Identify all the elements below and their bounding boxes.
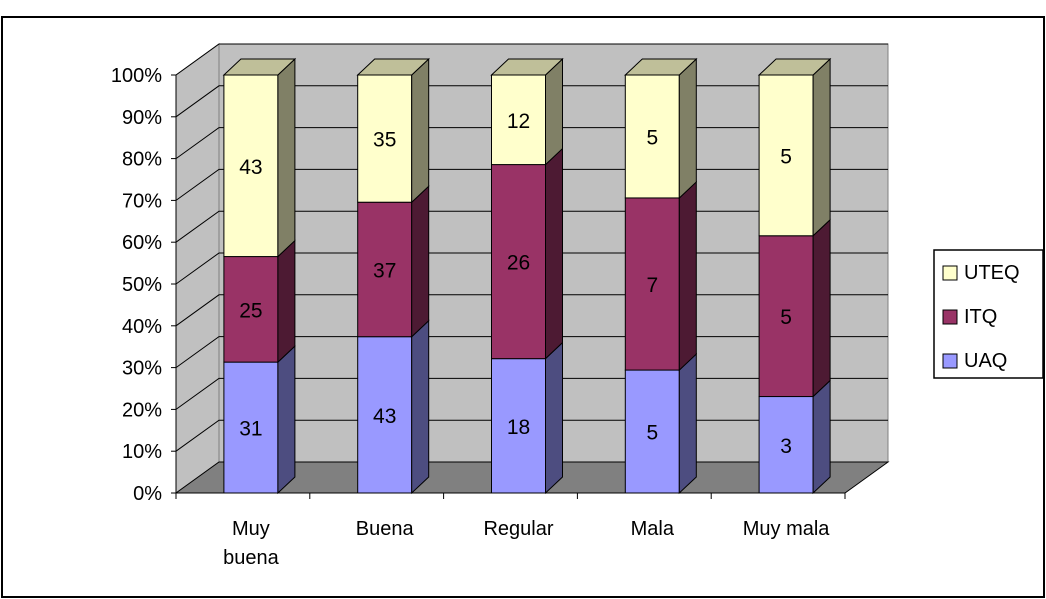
y-tick-label: 20% xyxy=(122,399,162,421)
y-tick-label: 40% xyxy=(122,316,162,338)
bar-side-itq xyxy=(812,218,831,398)
x-category-label: Mala xyxy=(631,518,675,540)
bar-uaq xyxy=(357,336,413,494)
bar-side-uteq xyxy=(277,57,296,258)
bar-top-uteq xyxy=(490,58,564,76)
bar-itq xyxy=(624,197,680,371)
legend-swatch-uteq xyxy=(942,265,958,281)
x-category-label: Regular xyxy=(483,518,553,540)
bar-uaq xyxy=(624,369,680,494)
bar-side-itq xyxy=(277,239,296,364)
bar-uteq xyxy=(357,74,413,203)
bar-side-uaq xyxy=(411,319,430,495)
bar-uaq xyxy=(758,396,814,494)
bar-top-uteq xyxy=(624,58,698,76)
data-label: 25 xyxy=(239,299,262,322)
y-tick-label: 70% xyxy=(122,190,162,212)
y-tick-label: 50% xyxy=(122,274,162,296)
y-tick-label: 90% xyxy=(122,107,162,129)
data-label: 37 xyxy=(373,259,396,282)
legend: UTEQ ITQ UAQ xyxy=(933,249,1044,379)
y-tick-label: 100% xyxy=(111,65,162,87)
bar-top-uteq xyxy=(222,58,297,76)
legend-label-itq: ITQ xyxy=(964,306,997,328)
bar-side-uaq xyxy=(678,352,697,495)
bar-side-itq xyxy=(545,147,563,360)
data-label: 5 xyxy=(780,145,792,168)
bar-side-uteq xyxy=(411,57,430,204)
bar-side-itq xyxy=(678,180,697,372)
y-tick-labels: 0% 10% 20% 30% 40% 50% 60% 70% 80% 90% 100% xyxy=(111,65,162,505)
y-tick-label: 30% xyxy=(122,358,162,380)
bar-side-uaq xyxy=(545,341,563,495)
data-label: 5 xyxy=(780,306,792,329)
y-tick-label: 10% xyxy=(122,441,162,463)
data-label: 5 xyxy=(646,422,658,445)
bar-top-uteq xyxy=(757,58,832,76)
x-category-label: Buena xyxy=(356,518,415,540)
bar-uaq xyxy=(491,358,546,494)
data-label: 18 xyxy=(507,416,530,439)
bar-side-uteq xyxy=(545,57,563,166)
bar-side-uteq xyxy=(812,57,831,237)
bar-uteq xyxy=(758,74,814,237)
data-label: 31 xyxy=(239,418,262,441)
data-label: 43 xyxy=(239,156,262,179)
bar-uteq xyxy=(491,74,546,166)
legend-swatch-itq xyxy=(942,309,958,325)
legend-label-uaq: UAQ xyxy=(964,350,1007,372)
bar-top-uteq xyxy=(356,58,430,76)
data-label: 7 xyxy=(646,274,658,297)
bar-itq xyxy=(223,256,279,363)
data-label: 35 xyxy=(373,129,396,152)
x-category-labels: Muy buena Buena Regular Mala Muy mala xyxy=(223,518,830,569)
bar-uteq xyxy=(624,74,680,199)
bar-side-uteq xyxy=(678,57,697,200)
bar-side-uaq xyxy=(277,344,296,495)
bar-side-uaq xyxy=(812,379,831,495)
bar-itq xyxy=(758,235,814,398)
data-label: 26 xyxy=(507,252,530,275)
legend-swatch-uaq xyxy=(942,353,958,369)
bar-uteq xyxy=(223,74,279,258)
x-category-label: Muy buena xyxy=(223,518,279,569)
legend-label-uteq: UTEQ xyxy=(964,262,1020,284)
data-label: 43 xyxy=(373,405,396,428)
x-category-label: Muy mala xyxy=(743,518,831,540)
gridline xyxy=(175,43,888,76)
data-label: 12 xyxy=(507,110,530,133)
data-label: 3 xyxy=(780,435,792,458)
data-label: 5 xyxy=(646,126,658,149)
y-tick-label: 80% xyxy=(122,149,162,171)
y-tick-label: 0% xyxy=(133,483,162,505)
bar-itq xyxy=(357,201,413,338)
bar-side-itq xyxy=(411,185,430,338)
bars xyxy=(222,57,832,495)
y-tick-label: 60% xyxy=(122,232,162,254)
